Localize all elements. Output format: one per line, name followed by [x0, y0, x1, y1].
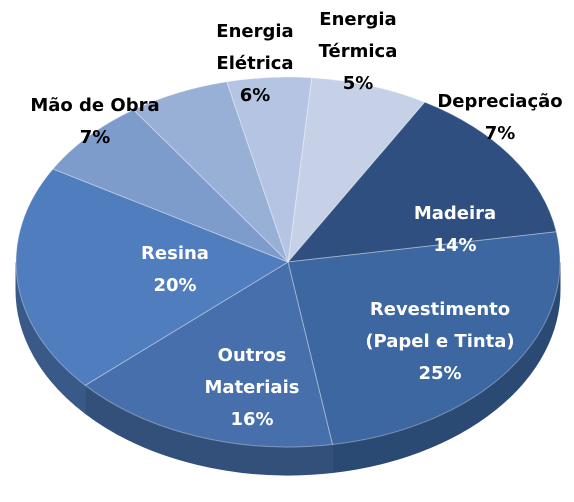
- value-label: 6%: [239, 85, 271, 106]
- slice-label: Outros Materiais 16%: [192, 340, 312, 436]
- category-label: Resina: [141, 243, 209, 264]
- value-label: 25%: [418, 363, 462, 384]
- category-label: Revestimento (Papel e Tinta): [365, 299, 515, 352]
- category-label: Mão de Obra: [30, 95, 160, 116]
- slice: [287, 77, 426, 264]
- category-label: Depreciação: [437, 91, 563, 112]
- category-label: Outros Materiais: [204, 345, 300, 398]
- category-label: Energia Térmica: [318, 9, 398, 62]
- slice: [84, 261, 334, 448]
- value-label: 7%: [79, 127, 111, 148]
- slice: [286, 101, 557, 263]
- slice: [226, 76, 313, 263]
- slice: [15, 168, 290, 386]
- slice-label: Madeira 14%: [385, 198, 525, 262]
- slice-label: Depreciação 7%: [425, 86, 574, 150]
- value-label: 20%: [153, 275, 197, 296]
- slice-side: [15, 261, 86, 415]
- slice: [287, 231, 561, 446]
- value-label: 5%: [342, 73, 374, 94]
- slice-label: Energia Elétrica 6%: [205, 16, 305, 112]
- slice-label: Revestimento (Papel e Tinta) 25%: [350, 294, 530, 390]
- value-label: 16%: [230, 409, 274, 430]
- category-label: Energia Elétrica: [216, 21, 294, 74]
- slice: [132, 81, 289, 263]
- slice-label: Energia Térmica 5%: [308, 4, 408, 100]
- value-label: 14%: [433, 235, 477, 256]
- slice-label: Mão de Obra 7%: [15, 90, 175, 154]
- value-label: 7%: [484, 123, 516, 144]
- category-label: Madeira: [413, 203, 497, 224]
- slice-label: Resina 20%: [115, 238, 235, 302]
- slice: [52, 109, 289, 263]
